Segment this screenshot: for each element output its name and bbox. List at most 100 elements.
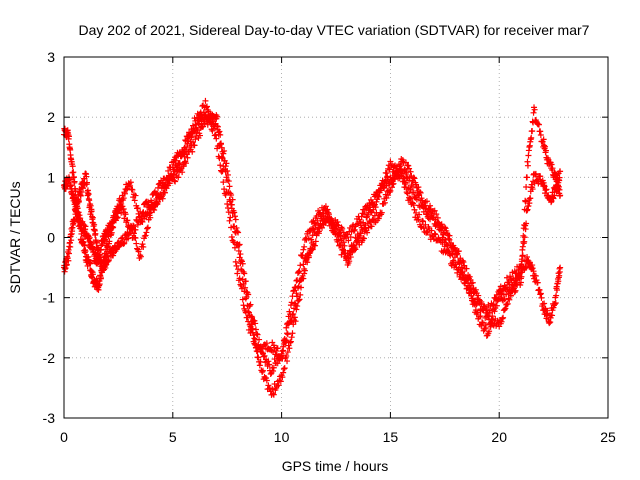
data-point [235, 242, 242, 249]
data-point [501, 306, 508, 313]
data-point [554, 176, 561, 183]
x-tick-label: 10 [274, 429, 290, 445]
data-point [325, 209, 332, 216]
data-point [130, 230, 137, 237]
data-point [197, 132, 203, 139]
data-point [308, 245, 315, 252]
data-point [119, 203, 126, 210]
data-point [219, 167, 226, 174]
data-point [231, 244, 238, 251]
data-point [368, 223, 375, 230]
data-point [537, 290, 544, 297]
data-point [269, 386, 276, 393]
data-point [556, 272, 563, 279]
data-point [221, 147, 228, 154]
data-point [553, 176, 560, 183]
data-point [489, 302, 496, 309]
y-tick-label: -3 [43, 410, 56, 426]
y-tick-label: -2 [43, 350, 56, 366]
data-point [499, 315, 506, 322]
data-point [502, 305, 509, 312]
data-point [548, 161, 555, 168]
data-point [263, 377, 270, 384]
data-point [275, 382, 282, 389]
data-point [190, 127, 197, 134]
data-point [328, 221, 335, 228]
data-point [350, 227, 357, 234]
data-point [133, 240, 140, 247]
data-point [298, 275, 305, 282]
data-point [240, 302, 247, 309]
data-point [362, 221, 369, 228]
data-point [157, 193, 164, 200]
data-point [127, 182, 134, 189]
data-point [312, 238, 319, 245]
data-point [387, 187, 394, 194]
data-point [92, 230, 99, 237]
data-point [214, 113, 221, 120]
data-point [108, 225, 115, 232]
data-point [232, 216, 239, 223]
data-point [166, 180, 173, 187]
data-point [144, 198, 151, 205]
data-point [413, 209, 420, 216]
data-point [249, 326, 256, 333]
data-point [165, 167, 172, 174]
data-point [312, 242, 319, 249]
data-point [366, 218, 373, 225]
data-point [97, 274, 104, 281]
data-point [554, 287, 561, 294]
data-point [555, 278, 562, 285]
data-point [75, 209, 82, 216]
data-point [255, 354, 262, 361]
data-point [73, 199, 80, 206]
data-point [553, 292, 560, 299]
data-point [277, 378, 284, 385]
data-point [300, 261, 307, 268]
data-point [270, 367, 277, 374]
data-point [519, 252, 526, 259]
data-point [238, 282, 245, 289]
data-point [245, 291, 252, 298]
data-point [311, 220, 318, 227]
data-point [309, 225, 316, 232]
data-point [237, 251, 244, 258]
data-point [486, 328, 493, 335]
data-point [403, 189, 410, 196]
data-point [87, 260, 94, 267]
data-point [458, 270, 465, 277]
data-point [337, 242, 344, 249]
grid [64, 57, 608, 418]
data-point [235, 229, 242, 236]
data-point [97, 254, 104, 261]
data-point [220, 150, 227, 157]
data-point [225, 178, 232, 185]
data-point [279, 355, 286, 362]
data-point [524, 162, 531, 169]
data-point [540, 136, 547, 143]
data-point [233, 224, 240, 231]
data-point [381, 178, 388, 185]
data-point [392, 176, 399, 183]
data-point [282, 338, 289, 345]
data-point [295, 297, 302, 304]
data-point [210, 125, 217, 132]
data-point [375, 193, 382, 200]
data-point [439, 239, 446, 246]
data-point [515, 266, 522, 273]
data-point [65, 133, 72, 140]
data-point [224, 171, 231, 178]
data-point [531, 106, 538, 113]
data-point [296, 268, 303, 275]
data-point [67, 182, 74, 189]
data-point [407, 195, 414, 202]
data-point [244, 314, 251, 321]
data-point [216, 128, 223, 135]
data-point [324, 206, 331, 213]
data-point [416, 211, 423, 218]
data-point [411, 206, 418, 213]
data-point [279, 348, 286, 355]
data-point [536, 286, 543, 293]
data-point [287, 338, 294, 345]
data-point [224, 200, 231, 207]
